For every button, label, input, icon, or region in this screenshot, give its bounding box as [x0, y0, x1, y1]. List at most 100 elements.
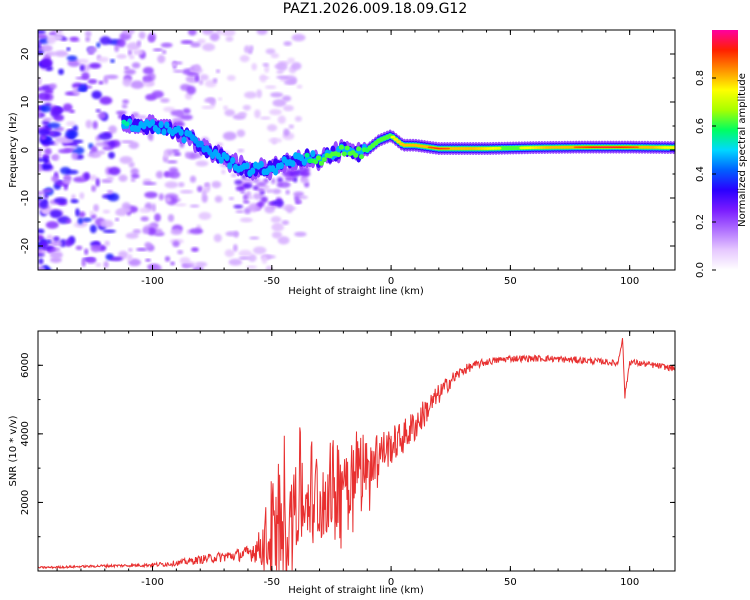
spectrogram-noise-blob [48, 31, 57, 36]
spectrogram-branch-blob [261, 185, 270, 190]
spectrogram-ridge-cell [336, 152, 342, 158]
spectrogram-noise-blob [282, 206, 297, 211]
spectrogram-branch-blob [284, 176, 295, 181]
spectrogram-noise-blob [39, 163, 53, 170]
spectrogram-ridge-cell [224, 154, 230, 162]
spectrogram-noise-blob [44, 193, 49, 199]
spectrogram-xtick-label: -50 [264, 276, 280, 287]
spectrogram-noise-blob [95, 262, 102, 267]
spectrogram-noise-blob [166, 160, 178, 164]
spectrogram-noise-blob [239, 55, 250, 63]
spectrogram-noise-blob [181, 264, 195, 268]
spectrogram-noise-blob [294, 115, 302, 122]
spectrogram-noise-blob [188, 30, 197, 36]
spectrogram-noise-blob [269, 109, 282, 116]
spectrogram-ridge-cell [496, 146, 502, 150]
spectrogram-noise-blob [236, 129, 246, 138]
spectrogram-noise-blob [41, 140, 55, 146]
spectrogram-noise-blob [58, 68, 65, 75]
spectrogram-noise-blob [182, 108, 191, 115]
spectrogram-branch-blob [289, 170, 301, 178]
spectrogram-noise-blob [66, 47, 71, 51]
spectrogram-noise-blob [282, 95, 292, 102]
spectrogram-noise-blob [221, 169, 226, 175]
spectrogram-noise-blob [78, 211, 86, 218]
spectrogram-noise-blob [44, 147, 52, 156]
spectrogram-noise-blob [91, 185, 97, 192]
spectrogram-ridge-cell [315, 155, 322, 161]
spectrogram-branch-blob [285, 189, 290, 195]
spectrogram-noise-blob [130, 80, 145, 89]
spectrogram-branch-blob [234, 179, 243, 185]
spectrogram-noise-blob [59, 239, 67, 248]
spectrogram-noise-blob [46, 35, 56, 45]
spectrogram-noise-blob [130, 173, 140, 179]
snr-x-label: Height of straight line (km) [288, 585, 424, 596]
spectrogram-noise-blob [129, 54, 135, 60]
spectrogram-noise-blob [189, 204, 200, 208]
spectrogram-noise-blob [105, 74, 119, 80]
spectrogram-ytick-label: -20 [20, 238, 31, 254]
spectrogram-noise-blob [100, 219, 114, 228]
spectrogram-noise-blob [189, 228, 204, 235]
spectrogram-noise-blob [39, 44, 53, 53]
spectrogram-noise-blob [130, 178, 136, 182]
spectrogram-ytick-label: 10 [20, 96, 31, 109]
spectrogram-noise-blob [270, 216, 282, 224]
spectrogram-noise-blob [127, 49, 133, 56]
spectrogram-noise-blob [165, 197, 172, 203]
snr-ytick-label: 6000 [20, 353, 31, 378]
spectrogram-noise-blob [115, 110, 127, 115]
spectrogram-noise-blob [252, 246, 267, 255]
spectrogram-noise-blob [212, 78, 218, 83]
spectrogram-noise-blob [196, 185, 203, 193]
spectrogram-noise-blob [131, 62, 141, 69]
spectrogram-noise-blob [128, 141, 140, 150]
spectrogram-noise-blob [90, 244, 102, 253]
spectrogram-noise-blob [148, 32, 157, 42]
spectrogram-branch-blob [278, 181, 291, 188]
spectrogram-noise-blob [233, 244, 238, 252]
spectrogram-noise-blob [66, 55, 78, 61]
snr-series-line [38, 338, 675, 571]
spectrogram-noise-blob [195, 74, 200, 83]
spectrogram-noise-blob [276, 70, 284, 74]
spectrogram-x-label: Height of straight line (km) [288, 286, 424, 297]
spectrogram-noise-blob [98, 132, 113, 141]
spectrogram-noise-blob [248, 254, 257, 262]
snr-y-label: SNR (10 * v/v) [8, 415, 19, 486]
spectrogram-ridge-cell [244, 162, 250, 170]
spectrogram-branch-blob [296, 200, 303, 204]
spectrogram-noise-blob [256, 89, 262, 99]
spectrogram-ridge-cell [390, 135, 396, 139]
spectrogram-noise-blob [88, 62, 102, 69]
spectrogram-noise-blob [75, 208, 80, 217]
spectrogram-noise-blob [225, 36, 234, 42]
spectrogram-noise-blob [161, 50, 167, 55]
spectrogram-noise-blob [125, 232, 139, 239]
spectrogram-noise-blob [62, 103, 73, 112]
spectrogram-xtick-label: 0 [388, 276, 394, 287]
spectrogram-noise-blob [157, 54, 166, 64]
spectrogram-noise-blob [145, 258, 151, 262]
spectrogram-ridge-cell [353, 152, 359, 158]
spectrogram-noise-blob [230, 173, 237, 178]
spectrogram-noise-blob [106, 189, 114, 195]
colorbar-label: Normalized spectral amplitude [737, 73, 748, 227]
spectrogram-noise-blob [244, 91, 257, 99]
colorbar-tick-label: 0.8 [695, 70, 706, 86]
spectrogram-noise-blob [65, 121, 76, 126]
spectrogram-noise-blob [177, 249, 184, 255]
spectrogram-noise-blob [38, 30, 46, 35]
spectrogram-noise-blob [204, 97, 216, 103]
spectrogram-branch-blob [242, 200, 250, 204]
spectrogram-noise-blob [237, 148, 245, 153]
figure-title: PAZ1.2026.009.18.09.G12 [282, 1, 468, 17]
spectrogram-noise-blob [103, 261, 109, 269]
spectrogram-noise-blob [95, 178, 100, 187]
spectrogram-noise-blob [262, 62, 269, 67]
spectrogram-noise-blob [54, 50, 69, 57]
spectrogram-ridge-cell [181, 136, 187, 144]
spectrogram-branch-blob [257, 200, 265, 208]
spectrogram-ridge-cell [393, 138, 399, 141]
